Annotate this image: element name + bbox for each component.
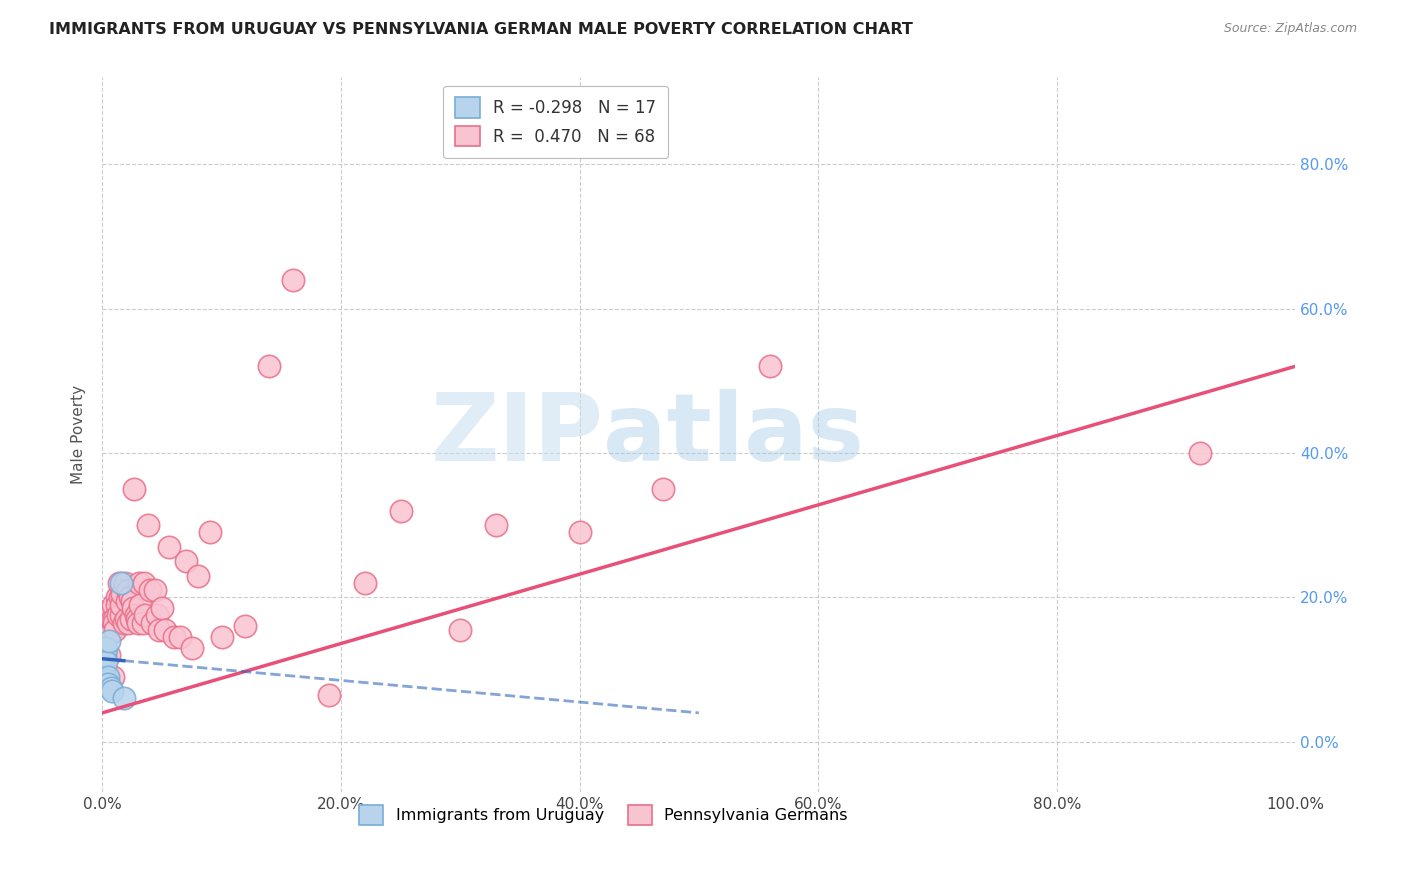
Point [1188,446,1211,460]
Point [98,633,121,648]
Y-axis label: Male Poverty: Male Poverty [72,385,86,484]
Point [180,640,202,655]
Point [115,612,138,626]
Point [235,619,257,633]
Point [132,615,155,630]
Point [110,575,132,590]
Point [128,575,150,590]
Point [124,608,146,623]
Point [134,608,156,623]
Point [652,482,675,496]
Point [485,518,508,533]
Point [94,656,117,670]
Point [111,587,134,601]
Point [108,591,131,605]
Point [146,608,169,623]
Point [93,640,115,655]
Point [121,594,143,608]
Point [122,601,145,615]
Point [155,623,177,637]
Point [110,608,132,623]
Point [97,670,120,684]
Text: ZIP: ZIP [430,389,603,481]
Point [148,623,170,637]
Point [759,359,782,374]
Point [449,623,471,637]
Point [127,615,149,630]
Point [107,608,129,623]
Point [105,598,128,612]
Point [104,623,127,637]
Point [93,663,115,677]
Point [100,681,122,695]
Point [132,575,155,590]
Legend: Immigrants from Uruguay, Pennsylvania Germans: Immigrants from Uruguay, Pennsylvania Ge… [349,796,858,834]
Point [143,583,166,598]
Point [93,670,115,684]
Point [94,640,117,655]
Text: IMMIGRANTS FROM URUGUAY VS PENNSYLVANIA GERMAN MALE POVERTY CORRELATION CHART: IMMIGRANTS FROM URUGUAY VS PENNSYLVANIA … [49,22,912,37]
Point [96,673,118,688]
Point [114,575,136,590]
Point [125,612,148,626]
Point [169,630,191,644]
Point [163,630,186,644]
Point [120,612,142,626]
Point [101,598,124,612]
Point [198,525,221,540]
Point [103,615,125,630]
Point [96,605,118,619]
Point [94,663,117,677]
Point [93,648,115,662]
Point [117,615,139,630]
Point [112,615,135,630]
Point [174,554,197,568]
Text: Source: ZipAtlas.com: Source: ZipAtlas.com [1223,22,1357,36]
Point [318,688,340,702]
Point [124,482,146,496]
Point [101,670,124,684]
Point [157,540,180,554]
Point [117,594,139,608]
Point [98,619,121,633]
Point [93,648,115,662]
Point [129,598,152,612]
Point [353,575,375,590]
Point [98,648,121,662]
Point [96,670,118,684]
Point [94,673,117,688]
Point [139,583,162,598]
Point [110,598,132,612]
Point [97,677,120,691]
Point [141,615,163,630]
Point [118,591,141,605]
Point [100,612,122,626]
Point [211,630,233,644]
Point [100,626,122,640]
Point [108,575,131,590]
Point [150,601,173,615]
Point [117,583,139,598]
Point [187,568,209,582]
Point [97,670,120,684]
Point [389,504,412,518]
Text: atlas: atlas [603,389,865,481]
Point [105,591,128,605]
Point [281,272,304,286]
Point [112,691,135,706]
Point [259,359,281,374]
Point [103,612,125,626]
Point [100,684,122,698]
Point [96,677,118,691]
Point [136,518,159,533]
Point [568,525,591,540]
